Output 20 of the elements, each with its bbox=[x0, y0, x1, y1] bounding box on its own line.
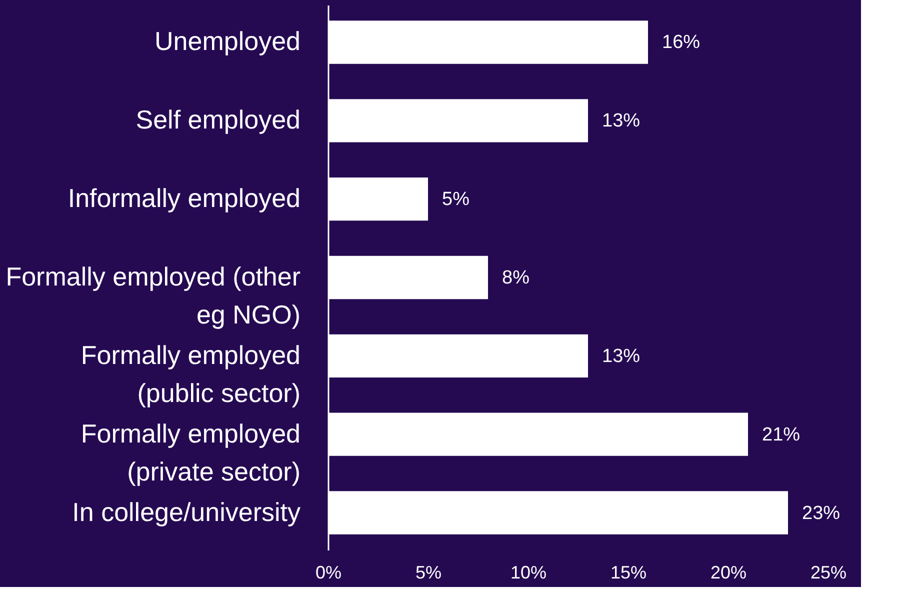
x-tick-label: 25% bbox=[810, 562, 847, 582]
data-label: 23% bbox=[802, 502, 840, 524]
data-label: 21% bbox=[762, 424, 800, 446]
x-tick-label: 0% bbox=[315, 562, 342, 582]
data-label: 13% bbox=[602, 346, 640, 367]
data-label: 5% bbox=[442, 189, 470, 210]
y-tick-label: In college/university bbox=[72, 496, 300, 527]
y-tick-label: Unemployed bbox=[154, 26, 300, 56]
y-tick-label: Self employed bbox=[136, 104, 300, 135]
x-tick-label: 15% bbox=[610, 562, 647, 582]
data-label: 13% bbox=[602, 110, 640, 132]
y-tick-label: Formally employed (other eg NGO) bbox=[6, 262, 301, 330]
y-tick-label: Informally employed bbox=[68, 183, 300, 214]
x-tick-label: 10% bbox=[510, 562, 547, 582]
x-tick-label: 5% bbox=[415, 562, 442, 582]
x-tick-label: 20% bbox=[710, 562, 747, 582]
y-tick-label: Formally employed (private sector) bbox=[80, 418, 300, 486]
data-label: 16% bbox=[662, 32, 700, 54]
y-tick-label: Formally employed (public sector) bbox=[80, 340, 300, 408]
data-label: 8% bbox=[502, 268, 530, 288]
